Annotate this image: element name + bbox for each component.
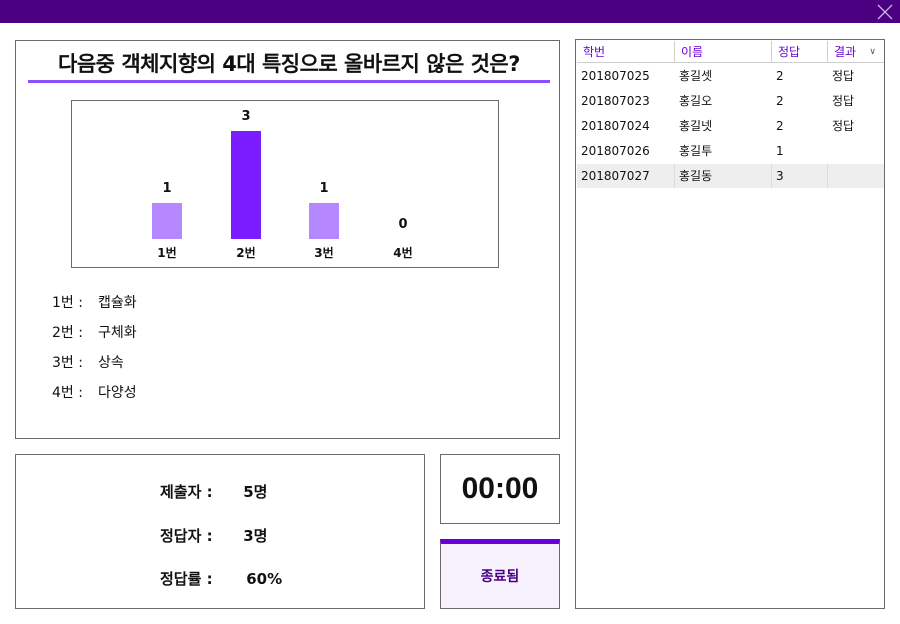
answer-chart: 1 1번 3 2번 1 3번 0 4번 — [71, 100, 499, 268]
student-name: 홍길넷 — [679, 119, 713, 133]
student-answer: 3 — [772, 164, 828, 188]
table-row[interactable]: 201807024 홍길넷 2 정답 — [577, 114, 884, 138]
category-label-2: 2번 — [236, 245, 255, 260]
column-header-answer[interactable]: 정답 — [772, 41, 828, 63]
student-result — [828, 164, 832, 188]
submitters-label: 제출자 : — [160, 483, 213, 501]
option-number: 1번 : — [52, 295, 83, 311]
option-number: 4번 : — [52, 385, 83, 401]
correct-stat: 정답자 : 3명 — [160, 525, 267, 546]
question-title: 다음중 객체지향의 4대 특징으로 올바르지 않은 것은? — [28, 49, 550, 83]
option-text: 구체화 — [98, 325, 137, 341]
column-header-id[interactable]: 학번 — [577, 41, 675, 63]
rate-value: 60% — [246, 570, 283, 588]
result-table: 학번 이름 정답 결과 ∨ 201807025 홍길셋 2 정답 2018070… — [575, 39, 885, 609]
student-answer: 1 — [776, 144, 784, 158]
rate-label: 정답률 : — [160, 570, 213, 588]
student-answer: 2 — [776, 94, 784, 108]
table-row[interactable]: 201807025 홍길셋 2 정답 — [577, 64, 884, 88]
correct-value: 3명 — [243, 527, 268, 545]
option-number: 3번 : — [52, 355, 83, 371]
bar-value-label-1: 1 — [162, 181, 171, 196]
option-text: 다양성 — [98, 385, 137, 401]
column-header-result[interactable]: 결과 ∨ — [828, 41, 884, 63]
student-id: 201807023 — [581, 94, 650, 108]
table-row-selected[interactable]: 201807027 홍길동 3 — [577, 164, 884, 188]
table-header: 학번 이름 정답 결과 ∨ — [577, 41, 884, 63]
student-result: 정답 — [832, 94, 855, 108]
submitters-stat: 제출자 : 5명 — [160, 481, 267, 502]
column-header-name[interactable]: 이름 — [675, 41, 772, 63]
correct-label: 정답자 : — [160, 527, 213, 545]
column-header-result-label: 결과 — [834, 45, 857, 59]
question-panel: 다음중 객체지향의 4대 특징으로 올바르지 않은 것은? 1 1번 3 2번 1 3번 0… — [15, 40, 560, 439]
category-label-3: 3번 — [314, 245, 333, 260]
bar-1 — [152, 203, 182, 239]
bar-3 — [309, 203, 339, 239]
title-bar — [0, 0, 900, 23]
close-icon[interactable] — [876, 3, 894, 21]
category-label-1: 1번 — [157, 245, 176, 260]
timer-display: 00:00 — [440, 454, 560, 524]
student-result: 정답 — [832, 119, 855, 133]
student-answer: 2 — [776, 119, 784, 133]
student-result: 정답 — [832, 69, 855, 83]
student-id: 201807027 — [577, 164, 675, 188]
student-id: 201807024 — [581, 119, 650, 133]
option-text: 상속 — [98, 355, 124, 371]
bar-value-label-3: 1 — [319, 181, 328, 196]
option-number: 2번 : — [52, 325, 83, 341]
category-label-4: 4번 — [393, 245, 412, 260]
bar-value-label-4: 0 — [398, 217, 407, 232]
student-id: 201807025 — [581, 69, 650, 83]
table-row[interactable]: 201807023 홍길오 2 정답 — [577, 89, 884, 113]
option-text: 캡슐화 — [98, 295, 137, 311]
bar-2 — [231, 131, 261, 239]
answer-chart-svg: 1 1번 3 2번 1 3번 0 4번 — [152, 109, 413, 260]
sort-indicator-icon: ∨ — [869, 47, 876, 57]
student-result — [828, 139, 832, 163]
rate-stat: 정답률 : 60% — [160, 568, 282, 589]
stats-panel: 제출자 : 5명 정답자 : 3명 정답률 : 60% — [15, 454, 425, 609]
student-id: 201807026 — [581, 144, 650, 158]
submitters-value: 5명 — [243, 483, 268, 501]
table-row[interactable]: 201807026 홍길투 1 — [577, 139, 884, 163]
student-name: 홍길투 — [679, 144, 713, 158]
student-name: 홍길오 — [679, 94, 713, 108]
student-name: 홍길동 — [675, 164, 772, 188]
student-answer: 2 — [776, 69, 784, 83]
student-name: 홍길셋 — [679, 69, 713, 83]
end-button[interactable]: 종료됨 — [440, 539, 560, 609]
bar-value-label-2: 3 — [241, 109, 250, 124]
